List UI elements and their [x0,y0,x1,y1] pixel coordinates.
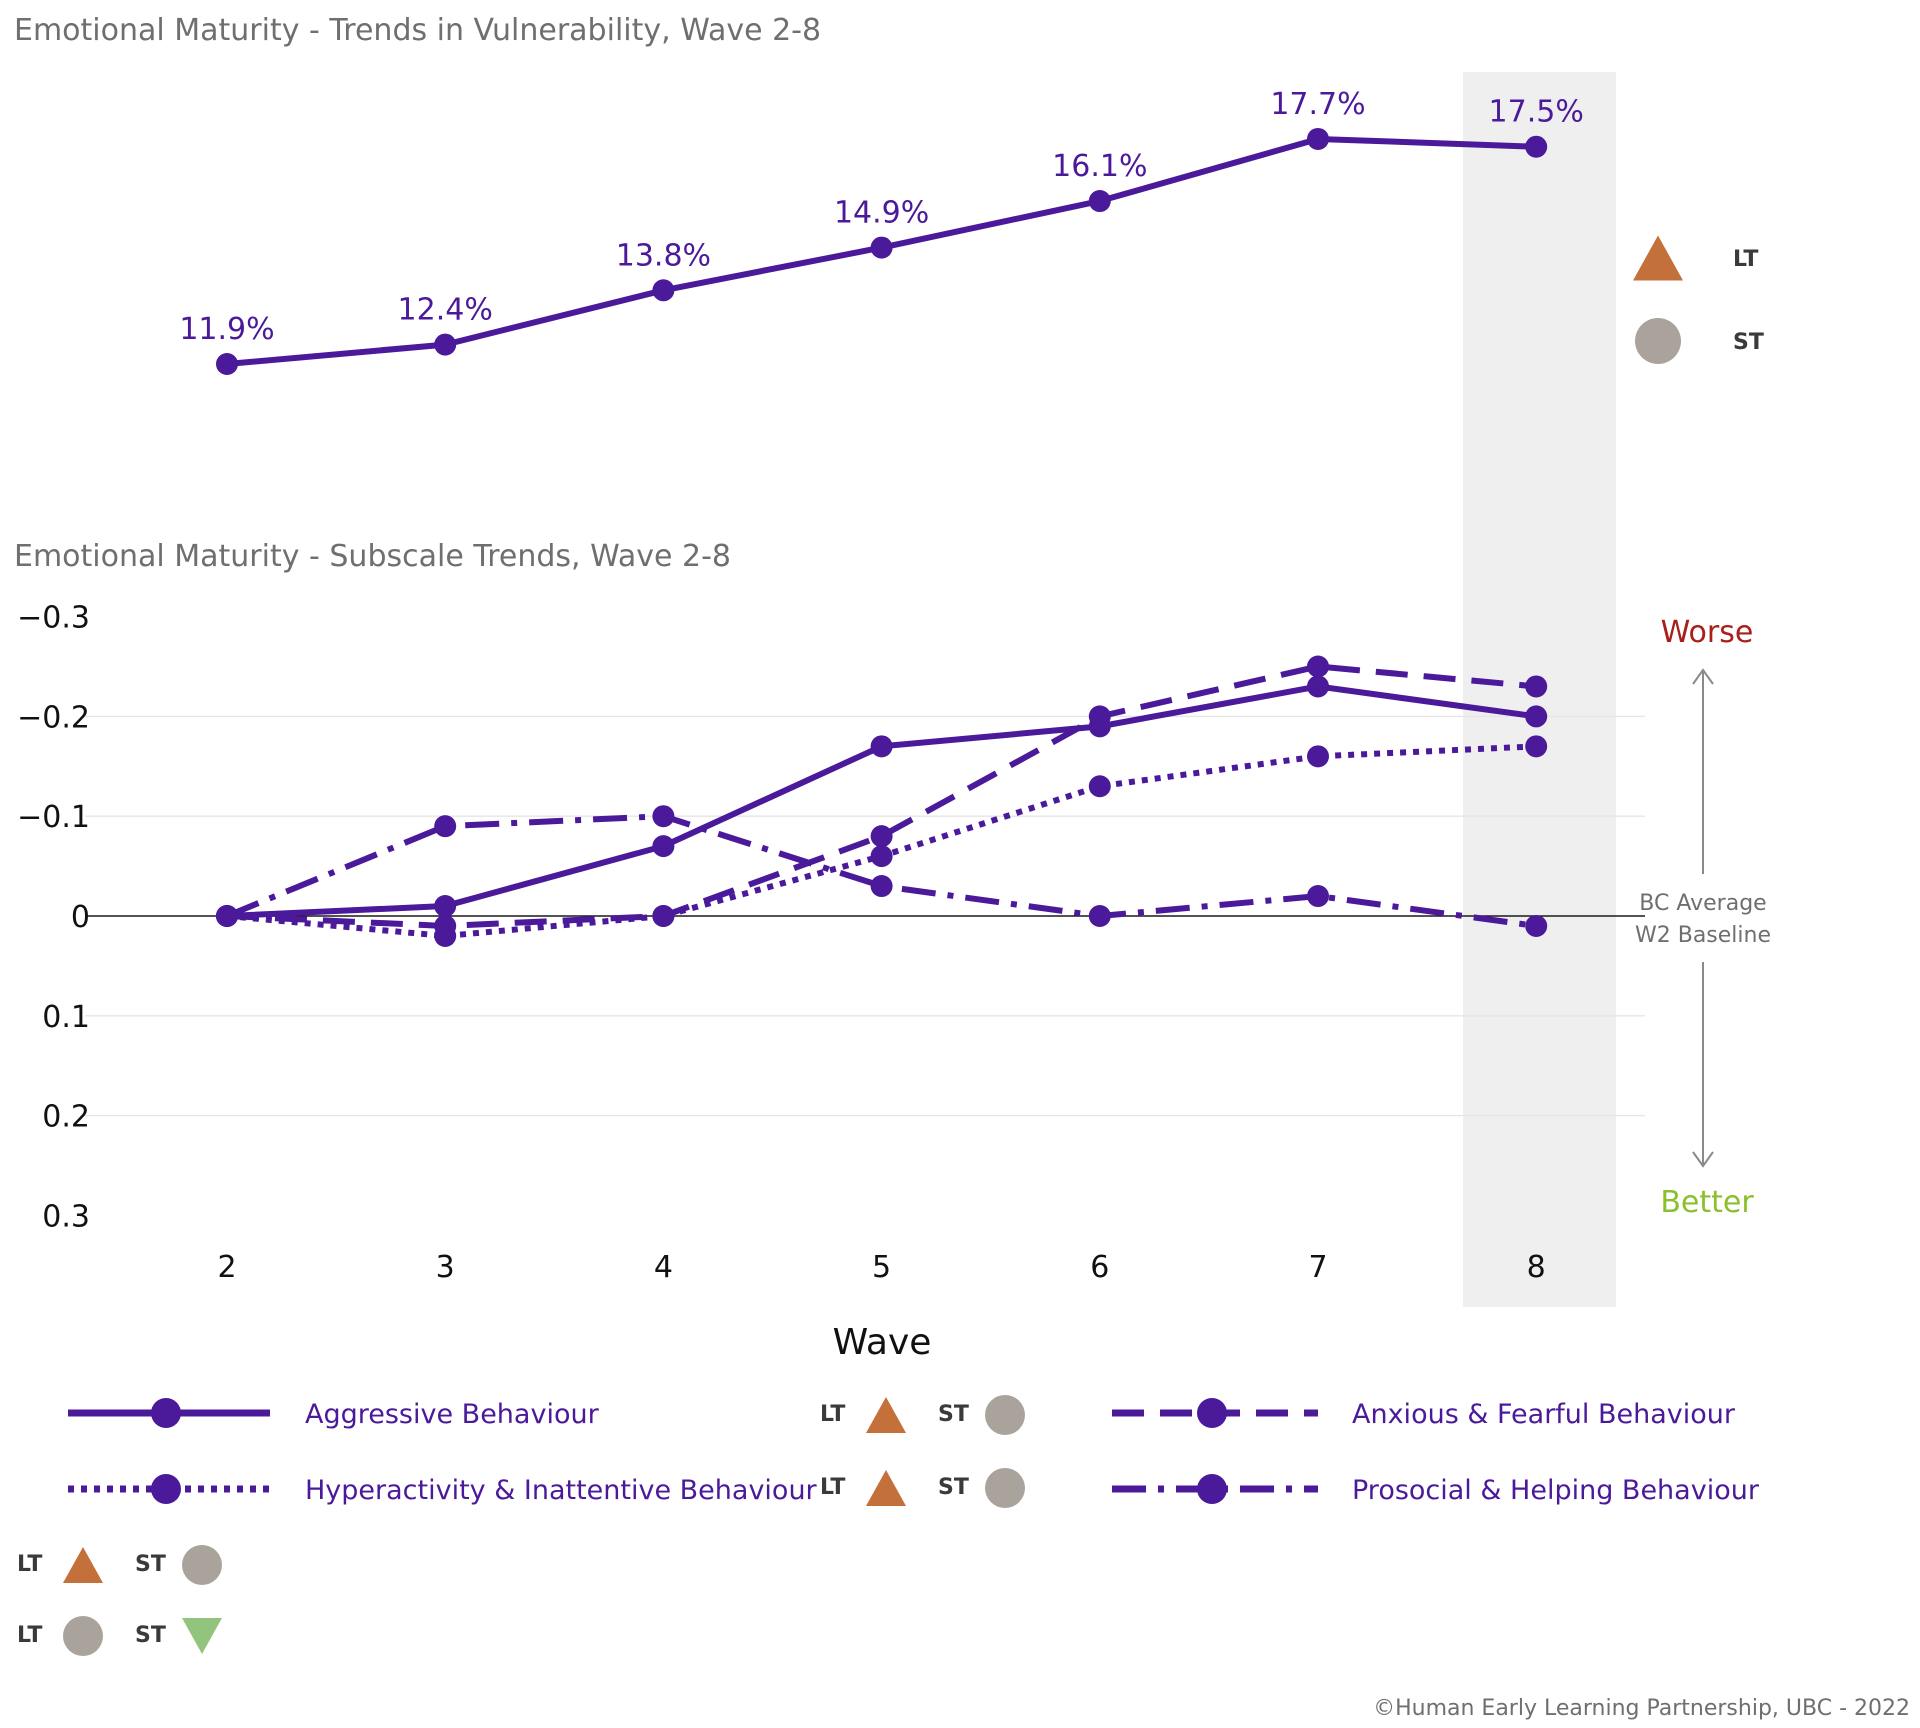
lt-legend-label: LT [1733,247,1758,272]
legend-point-swatch [1197,1398,1227,1428]
bottom-chart-title: Emotional Maturity - Subscale Trends, Wa… [14,539,731,574]
legend-st-label: ST [938,1402,969,1427]
vulnerability-point [652,279,675,302]
vulnerability-value-label: 17.7% [1270,87,1365,122]
worse-label: Worse [1661,615,1754,650]
y-tick-label: −0.3 [17,601,90,636]
x-tick-label: 8 [1527,1250,1546,1285]
legend-series-label: Hyperactivity & Inattentive Behaviour [305,1475,818,1506]
subscale-y-axis: −0.3 −0.2 −0.1 0 0.1 0.2 0.3 [17,601,90,1235]
aggressive-behaviour-point [870,735,893,758]
legend-st-marker [985,1395,1025,1435]
hyperactivity-and-inattentive-behaviour-point [1088,775,1111,798]
aggressive-behaviour-point [1525,705,1548,728]
y-tick-label: 0.2 [42,1100,90,1135]
prosocial-and-helping-behaviour-series [216,805,1548,937]
y-tick-label: −0.1 [17,800,90,835]
legend-lt-marker [866,1470,906,1506]
x-tick-label: 7 [1308,1250,1327,1285]
aggressive-behaviour-point [434,895,457,918]
vulnerability-value-label: 13.8% [616,238,711,273]
top-chart-title: Emotional Maturity - Trends in Vulnerabi… [14,13,821,48]
anxious-and-fearful-behaviour-point [870,825,893,848]
y-tick-label: 0.3 [42,1199,90,1234]
direction-annotation: Worse BC Average W2 Baseline Better [1635,615,1771,1220]
hyperactivity-and-inattentive-behaviour-point [1525,735,1548,758]
subscale-x-axis: 2 3 4 5 6 7 8 [217,1250,1545,1285]
prosocial-and-helping-behaviour-point [1088,905,1111,927]
hyperactivity-and-inattentive-behaviour-point [1307,745,1329,768]
prosocial-and-helping-behaviour-point [216,905,238,927]
baseline-label-line2: W2 Baseline [1635,923,1771,948]
legend-lt-label: LT [17,1552,42,1577]
legend-lt-marker [63,1547,103,1583]
worse-arrow-head [1692,668,1714,685]
vulnerability-point [434,333,457,356]
x-tick-label: 5 [872,1250,891,1285]
x-tick-label: 2 [217,1250,236,1285]
prosocial-and-helping-behaviour-point [870,875,893,898]
aggressive-behaviour-point [652,835,675,858]
anxious-and-fearful-behaviour-point [1525,675,1548,698]
x-tick-label: 4 [654,1250,673,1285]
vulnerability-point [1307,127,1329,150]
st-legend-label: ST [1733,330,1764,355]
legend-lt-marker [63,1616,103,1656]
st-legend-marker [1635,318,1681,364]
better-label: Better [1660,1185,1754,1220]
vulnerability-value-label: 14.9% [834,196,929,231]
anxious-and-fearful-behaviour-point [1088,705,1111,728]
legend-lt-label: LT [17,1623,42,1648]
legend-lt-marker [866,1397,906,1433]
subscale-legend: Aggressive Behaviour Anxious & Fearful Be… [17,1395,1760,1656]
x-axis-label: Wave [833,1322,932,1363]
legend-lt-label: LT [820,1402,845,1427]
legend-st-marker [182,1545,222,1585]
prosocial-and-helping-behaviour-point [1525,914,1548,937]
better-arrow-head [1692,1151,1714,1168]
lt-legend-marker [1633,235,1683,281]
legend-st-marker [985,1468,1025,1508]
y-tick-label: −0.2 [17,700,90,735]
aggressive-behaviour-point [1307,675,1329,698]
vulnerability-point [1088,190,1111,213]
prosocial-and-helping-behaviour-point [1307,885,1329,908]
legend-st-label: ST [135,1552,166,1577]
hyperactivity-and-inattentive-behaviour-series [216,735,1548,947]
subscale-series [216,655,1548,947]
footer-credit: ©Human Early Learning Partnership, UBC -… [1373,1696,1910,1721]
legend-st-label: ST [938,1475,969,1500]
vulnerability-value-label: 11.9% [179,312,274,347]
prosocial-and-helping-behaviour-point [652,805,675,828]
legend-series-label: Anxious & Fearful Behaviour [1352,1399,1736,1430]
x-tick-label: 6 [1090,1250,1109,1285]
hyperactivity-and-inattentive-behaviour-point [870,845,893,868]
subscale-gridlines [85,715,1645,1117]
vulnerability-legend: LT ST [1633,235,1764,364]
vulnerability-line-chart: 11.9% 12.4% 13.8% 14.9% 16.1% 17.7% 17.5% [179,87,1584,375]
legend-point-swatch [151,1474,181,1504]
legend-st-marker [182,1618,222,1654]
vulnerability-value-label: 16.1% [1052,149,1147,184]
legend-st-label: ST [135,1623,166,1648]
vulnerability-point [216,353,238,375]
legend-series-label: Prosocial & Helping Behaviour [1352,1475,1760,1506]
legend-point-swatch [1197,1474,1227,1504]
x-tick-label: 3 [436,1250,455,1285]
y-tick-label: 0 [71,900,90,935]
vulnerability-point [1525,135,1548,158]
vulnerability-value-label: 12.4% [398,293,493,328]
prosocial-and-helping-behaviour-point [434,815,457,838]
legend-point-swatch [151,1398,181,1428]
hyperactivity-and-inattentive-behaviour-point [434,924,457,947]
legend-lt-label: LT [820,1475,845,1500]
baseline-label-line1: BC Average [1639,891,1766,916]
vulnerability-point [870,236,893,259]
vulnerability-value-label: 17.5% [1489,95,1584,130]
y-tick-label: 0.1 [42,1000,90,1035]
anxious-and-fearful-behaviour-point [1307,655,1329,678]
legend-series-label: Aggressive Behaviour [305,1399,600,1430]
hyperactivity-and-inattentive-behaviour-point [652,905,675,927]
